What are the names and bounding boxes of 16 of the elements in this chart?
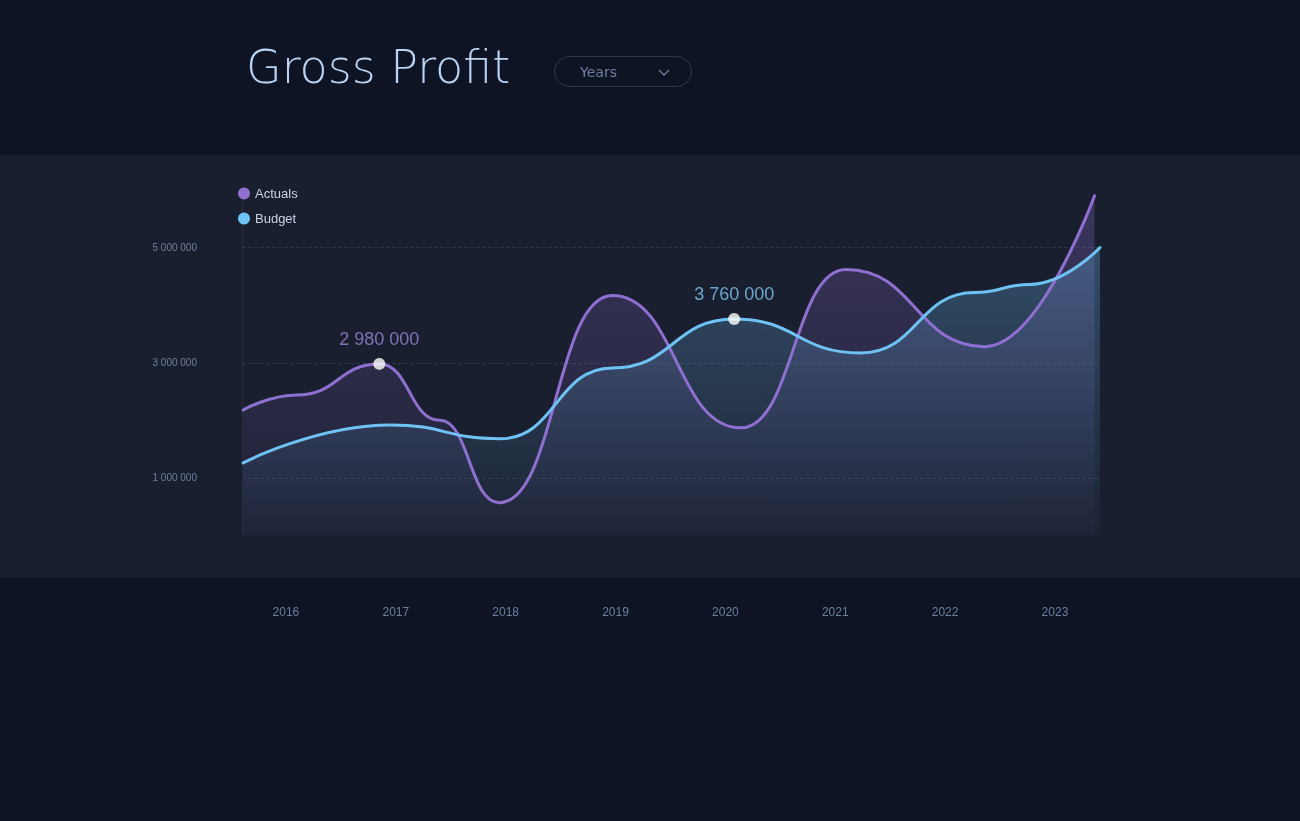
x-tick-label: 2016 <box>272 604 300 619</box>
y-tick-label: 5 000 000 <box>152 242 198 254</box>
y-tick-label: 3 000 000 <box>152 357 198 369</box>
x-tick-label: 2023 <box>1041 604 1069 619</box>
annotation: 3 760 000 <box>694 283 775 304</box>
x-tick-label: 2022 <box>931 604 959 619</box>
x-tick-label: 2017 <box>382 604 410 619</box>
chart-title: Gross Profit <box>246 40 511 94</box>
annotation: 2 980 000 <box>339 328 420 349</box>
legend-label: Actuals <box>255 186 299 201</box>
x-tick-label: 2020 <box>712 604 740 619</box>
x-tick-label: 2021 <box>821 604 849 619</box>
x-tick-label: 2019 <box>602 604 630 619</box>
x-tick-label: 2018 <box>492 604 520 619</box>
y-tick-label: 1 000 000 <box>152 472 198 484</box>
legend-label: Budget <box>255 211 297 226</box>
